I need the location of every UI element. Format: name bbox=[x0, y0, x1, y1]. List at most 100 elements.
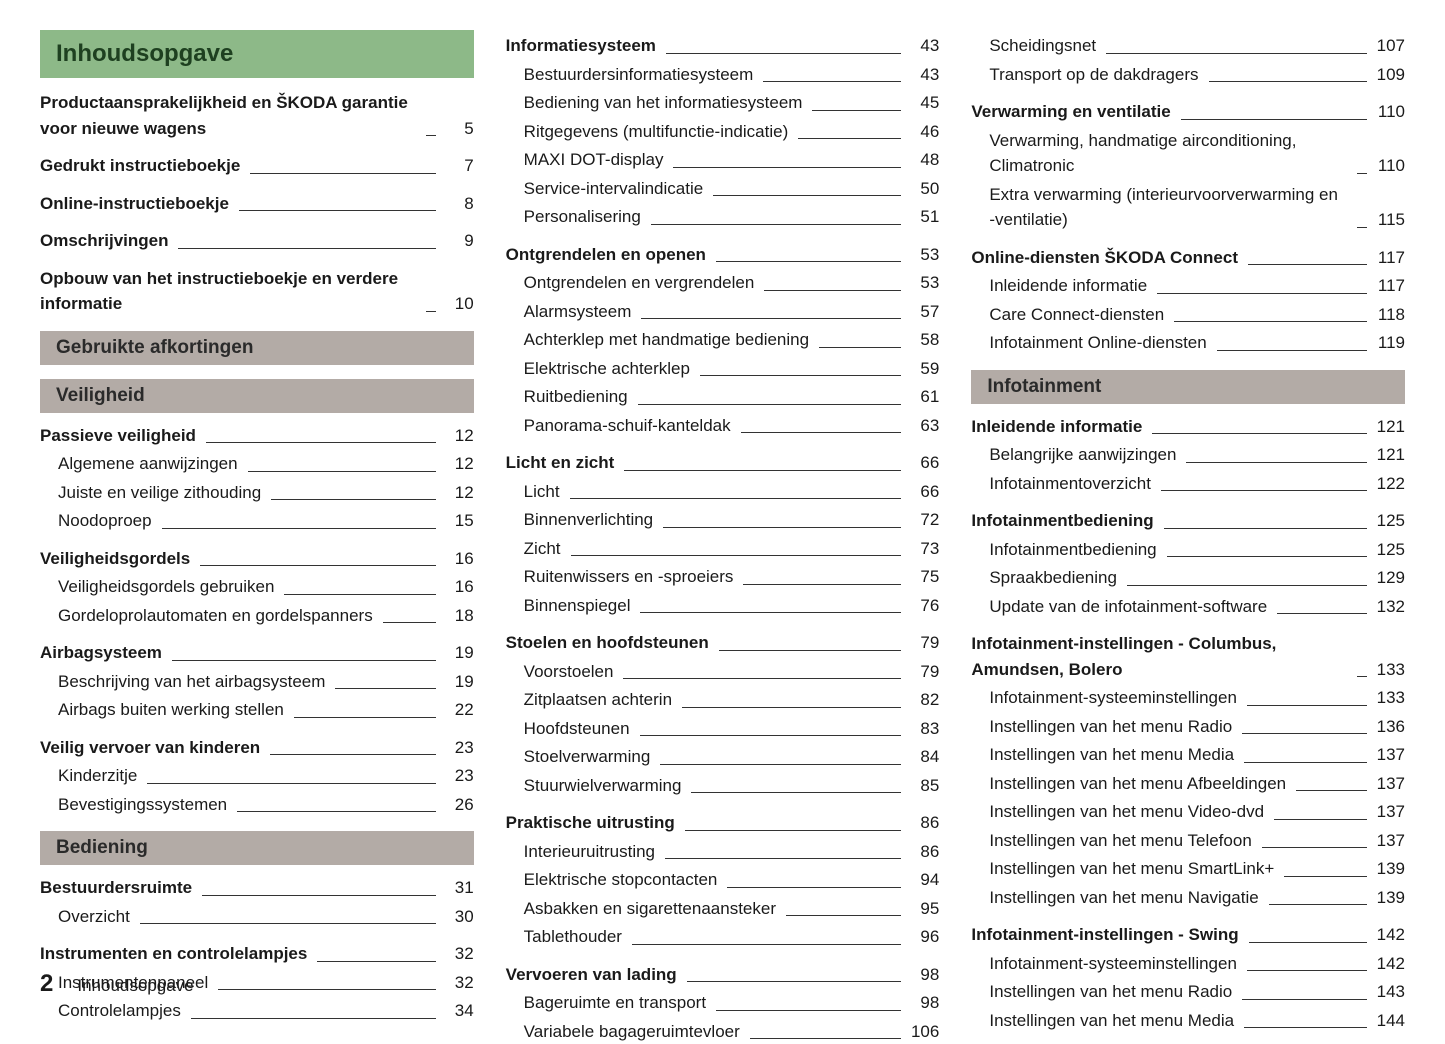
toc-row[interactable]: Infotainmentoverzicht122 bbox=[971, 471, 1405, 497]
toc-row[interactable]: Opbouw van het instructieboekje en verde… bbox=[40, 266, 474, 317]
toc-row[interactable]: Update van de infotainment-software132 bbox=[971, 594, 1405, 620]
toc-row[interactable]: Extra verwarming (interieurvoorverwarmin… bbox=[971, 182, 1405, 233]
toc-row[interactable]: Personalisering51 bbox=[506, 204, 940, 230]
toc-row[interactable]: Variabele bagageruimtevloer106 bbox=[506, 1019, 940, 1044]
toc-row[interactable]: MAXI DOT-display48 bbox=[506, 147, 940, 173]
toc-row[interactable]: Bevestigingssystemen26 bbox=[40, 792, 474, 818]
toc-row[interactable]: Instellingen van het menu SmartLink+139 bbox=[971, 856, 1405, 882]
toc-leader bbox=[812, 110, 901, 111]
toc-row[interactable]: Elektrische stopcontacten94 bbox=[506, 867, 940, 893]
toc-leader bbox=[1164, 528, 1367, 529]
toc-row[interactable]: Passieve veiligheid12 bbox=[40, 423, 474, 449]
toc-group: Veiligheidsgordels16Veiligheidsgordels g… bbox=[40, 546, 474, 629]
toc-row[interactable]: Productaansprakelijkheid en ŠKODA garant… bbox=[40, 90, 474, 141]
toc-row[interactable]: Achterklep met handmatige bediening58 bbox=[506, 327, 940, 353]
toc-row[interactable]: Instellingen van het menu Afbeeldingen13… bbox=[971, 771, 1405, 797]
toc-row-page: 133 bbox=[1373, 657, 1405, 683]
toc-row[interactable]: Spraakbediening129 bbox=[971, 565, 1405, 591]
toc-row[interactable]: Airbags buiten werking stellen22 bbox=[40, 697, 474, 723]
toc-row[interactable]: Hoofdsteunen83 bbox=[506, 716, 940, 742]
toc-row[interactable]: Beschrijving van het airbagsysteem19 bbox=[40, 669, 474, 695]
toc-row[interactable]: Bageruimte en transport98 bbox=[506, 990, 940, 1016]
toc-leader bbox=[1217, 350, 1367, 351]
toc-row[interactable]: Stuurwielverwarming85 bbox=[506, 773, 940, 799]
toc-row[interactable]: Verwarming, handmatige airconditioning, … bbox=[971, 128, 1405, 179]
toc-row[interactable]: Licht66 bbox=[506, 479, 940, 505]
toc-row[interactable]: Online-instructieboekje8 bbox=[40, 191, 474, 217]
toc-row[interactable]: Veiligheidsgordels gebruiken16 bbox=[40, 574, 474, 600]
toc-row[interactable]: Licht en zicht66 bbox=[506, 450, 940, 476]
toc-leader bbox=[685, 830, 902, 831]
toc-row[interactable]: Instellingen van het menu Video-dvd137 bbox=[971, 799, 1405, 825]
toc-row[interactable]: Transport op de dakdragers109 bbox=[971, 62, 1405, 88]
toc-column: Scheidingsnet107 Transport op de dakdrage… bbox=[971, 30, 1405, 930]
toc-row[interactable]: Bediening van het informatiesysteem45 bbox=[506, 90, 940, 116]
toc-row[interactable]: Gordeloprolautomaten en gordelspanners18 bbox=[40, 603, 474, 629]
toc-row-page: 121 bbox=[1373, 442, 1405, 468]
toc-row[interactable]: Vervoeren van lading98 bbox=[506, 962, 940, 988]
toc-row[interactable]: Binnenspiegel76 bbox=[506, 593, 940, 619]
toc-row[interactable]: Bestuurdersruimte31 bbox=[40, 875, 474, 901]
toc-row[interactable]: Overzicht30 bbox=[40, 904, 474, 930]
toc-row-label: Stoelen en hoofdsteunen bbox=[506, 630, 713, 656]
toc-row[interactable]: Controlelampjes34 bbox=[40, 998, 474, 1024]
toc-row[interactable]: Binnenverlichting72 bbox=[506, 507, 940, 533]
toc-row[interactable]: Infotainment Online-diensten119 bbox=[971, 330, 1405, 356]
toc-row[interactable]: Praktische uitrusting86 bbox=[506, 810, 940, 836]
toc-row[interactable]: Instellingen van het menu Radio143 bbox=[971, 979, 1405, 1005]
toc-row[interactable]: Ritgegevens (multifunctie-indicatie)46 bbox=[506, 119, 940, 145]
toc-row[interactable]: Infotainmentbediening125 bbox=[971, 537, 1405, 563]
toc-row[interactable]: Instrumenten en controlelampjes32 bbox=[40, 941, 474, 967]
toc-row[interactable]: Bestuurdersinformatiesysteem43 bbox=[506, 62, 940, 88]
toc-row[interactable]: Scheidingsnet107 bbox=[971, 33, 1405, 59]
toc-row[interactable]: Omschrijvingen9 bbox=[40, 228, 474, 254]
toc-row[interactable]: Verwarming en ventilatie110 bbox=[971, 99, 1405, 125]
toc-row[interactable]: Voorstoelen79 bbox=[506, 659, 940, 685]
toc-row-page: 18 bbox=[442, 603, 474, 629]
toc-row[interactable]: Elektrische achterklep59 bbox=[506, 356, 940, 382]
toc-row[interactable]: Stoelverwarming84 bbox=[506, 744, 940, 770]
toc-row[interactable]: Interieuruitrusting86 bbox=[506, 839, 940, 865]
toc-row[interactable]: Juiste en veilige zithouding12 bbox=[40, 480, 474, 506]
toc-row[interactable]: Instellingen van het menu Navigatie139 bbox=[971, 885, 1405, 911]
toc-row-label: Bageruimte en transport bbox=[506, 990, 710, 1016]
toc-row[interactable]: Informatiesysteem43 bbox=[506, 33, 940, 59]
toc-row[interactable]: Algemene aanwijzingen12 bbox=[40, 451, 474, 477]
toc-row[interactable]: Inleidende informatie117 bbox=[971, 273, 1405, 299]
toc-row[interactable]: Veiligheidsgordels16 bbox=[40, 546, 474, 572]
toc-row[interactable]: Infotainment-systeeminstellingen133 bbox=[971, 685, 1405, 711]
toc-row[interactable]: Instellingen van het menu Media137 bbox=[971, 742, 1405, 768]
toc-row[interactable]: Instellingen van het menu Media144 bbox=[971, 1008, 1405, 1034]
toc-row[interactable]: Online-diensten ŠKODA Connect117 bbox=[971, 245, 1405, 271]
toc-row[interactable]: Care Connect-diensten118 bbox=[971, 302, 1405, 328]
toc-row[interactable]: Belangrijke aanwijzingen121 bbox=[971, 442, 1405, 468]
toc-row[interactable]: Inleidende informatie121 bbox=[971, 414, 1405, 440]
toc-row[interactable]: Stoelen en hoofdsteunen79 bbox=[506, 630, 940, 656]
toc-row[interactable]: Tablethouder96 bbox=[506, 924, 940, 950]
toc-row[interactable]: Zitplaatsen achterin82 bbox=[506, 687, 940, 713]
toc-row[interactable]: Ontgrendelen en vergrendelen53 bbox=[506, 270, 940, 296]
toc-row[interactable]: Gedrukt instructieboekje7 bbox=[40, 153, 474, 179]
toc-row[interactable]: Kinderzitje23 bbox=[40, 763, 474, 789]
toc-row-label: Binnenspiegel bbox=[506, 593, 635, 619]
toc-row-label: Opbouw van het instructieboekje en verde… bbox=[40, 266, 420, 317]
toc-row[interactable]: Ruitenwissers en -sproeiers75 bbox=[506, 564, 940, 590]
toc-row[interactable]: Service-intervalindicatie50 bbox=[506, 176, 940, 202]
toc-row[interactable]: Panorama-schuif-kanteldak63 bbox=[506, 413, 940, 439]
toc-row[interactable]: Instellingen van het menu Radio136 bbox=[971, 714, 1405, 740]
toc-row[interactable]: Veilig vervoer van kinderen23 bbox=[40, 735, 474, 761]
toc-row[interactable]: Noodoproep15 bbox=[40, 508, 474, 534]
toc-row[interactable]: Alarmsysteem57 bbox=[506, 299, 940, 325]
toc-row[interactable]: Infotainmentbediening125 bbox=[971, 508, 1405, 534]
toc-leader bbox=[638, 404, 902, 405]
toc-row-page: 19 bbox=[442, 640, 474, 666]
toc-row[interactable]: Infotainment-systeeminstellingen142 bbox=[971, 951, 1405, 977]
toc-row[interactable]: Asbakken en sigarettenaansteker95 bbox=[506, 896, 940, 922]
toc-row[interactable]: Infotainment-instellingen - Columbus, Am… bbox=[971, 631, 1405, 682]
toc-row[interactable]: Infotainment-instellingen - Swing142 bbox=[971, 922, 1405, 948]
toc-row[interactable]: Zicht73 bbox=[506, 536, 940, 562]
toc-row[interactable]: Ontgrendelen en openen53 bbox=[506, 242, 940, 268]
toc-row[interactable]: Airbagsysteem19 bbox=[40, 640, 474, 666]
toc-row[interactable]: Ruitbediening61 bbox=[506, 384, 940, 410]
toc-row[interactable]: Instellingen van het menu Telefoon137 bbox=[971, 828, 1405, 854]
